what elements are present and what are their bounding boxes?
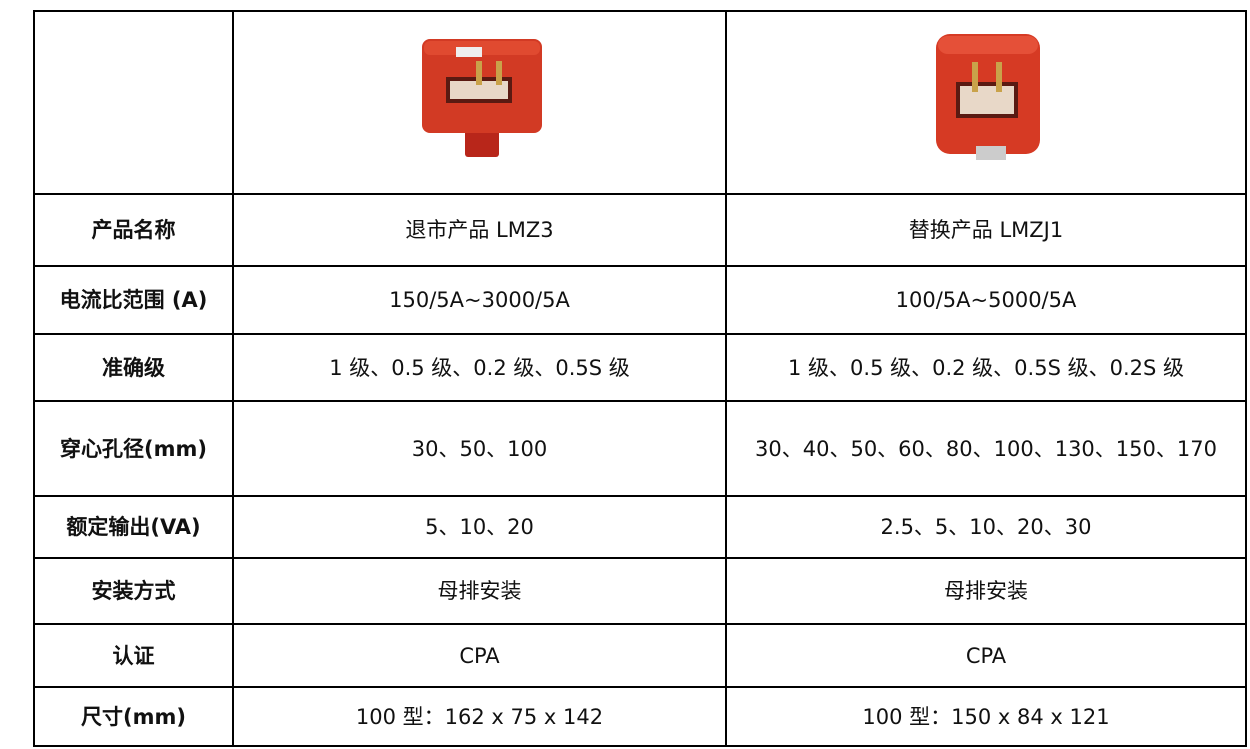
image-cell (232, 10, 727, 195)
spec-table: 产品名称 退市产品 LMZ3 替换产品 LMZJ1 电流比范围 (A) 150/5A~3… (33, 10, 1247, 747)
image-cell (725, 10, 1247, 195)
cell: 100/5A~5000/5A (725, 265, 1247, 335)
product-image-lmz3 (421, 39, 542, 157)
cell: 30、50、100 (232, 400, 727, 497)
row-label: 额定输出(VA) (33, 495, 234, 559)
cell: 100 型：150 x 84 x 121 (725, 686, 1247, 747)
cell: CPA (232, 623, 727, 688)
cell: 5、10、20 (232, 495, 727, 559)
empty-cell (33, 10, 234, 195)
table-row: 尺寸(mm) 100 型：162 x 75 x 142 100 型：150 x 84… (33, 686, 1247, 747)
table-row: 穿心孔径(mm) 30、50、100 30、40、50、60、80、100、130、… (33, 400, 1247, 497)
image-row (33, 10, 1247, 195)
table-row: 电流比范围 (A) 150/5A~3000/5A 100/5A~5000/5A (33, 265, 1247, 335)
row-label: 穿心孔径(mm) (33, 400, 234, 497)
cell: 1 级、0.5 级、0.2 级、0.5S 级 (232, 333, 727, 402)
row-label: 认证 (33, 623, 234, 688)
cell: 150/5A~3000/5A (232, 265, 727, 335)
cell: 1 级、0.5 级、0.2 级、0.5S 级、0.2S 级 (725, 333, 1247, 402)
table-row: 认证 CPA CPA (33, 623, 1247, 688)
row-label: 安装方式 (33, 557, 234, 625)
cell: CPA (725, 623, 1247, 688)
cell: 替换产品 LMZJ1 (725, 193, 1247, 267)
table-row: 安装方式 母排安装 母排安装 (33, 557, 1247, 625)
cell: 母排安装 (232, 557, 727, 625)
table-row: 产品名称 退市产品 LMZ3 替换产品 LMZJ1 (33, 193, 1247, 267)
cell: 100 型：162 x 75 x 142 (232, 686, 727, 747)
row-label: 尺寸(mm) (33, 686, 234, 747)
cell: 退市产品 LMZ3 (232, 193, 727, 267)
product-image-lmzj1 (936, 34, 1040, 160)
row-label: 准确级 (33, 333, 234, 402)
cell: 2.5、5、10、20、30 (725, 495, 1247, 559)
cell: 母排安装 (725, 557, 1247, 625)
table-row: 额定输出(VA) 5、10、20 2.5、5、10、20、30 (33, 495, 1247, 559)
row-label: 产品名称 (33, 193, 234, 267)
row-label: 电流比范围 (A) (33, 265, 234, 335)
table-body: 产品名称 退市产品 LMZ3 替换产品 LMZJ1 电流比范围 (A) 150/5A~3… (33, 10, 1247, 747)
cell: 30、40、50、60、80、100、130、150、170 (725, 400, 1247, 497)
